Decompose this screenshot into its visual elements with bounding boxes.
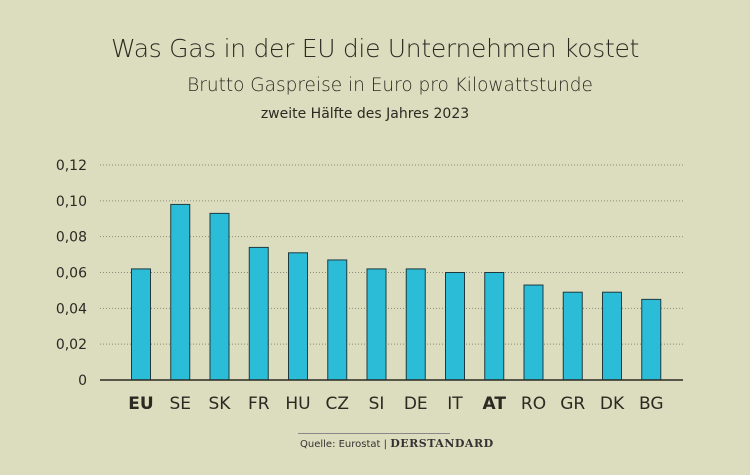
y-tick-label: 0,12 (56, 158, 87, 174)
x-tick-label: CZ (325, 394, 349, 414)
y-tick-label: 0,08 (56, 230, 87, 246)
x-tick-label: GR (560, 394, 585, 414)
bar (523, 284, 544, 381)
chart-subtitle: Brutto Gaspreise in Euro pro Kilowattstu… (187, 75, 593, 96)
x-tick-label: RO (521, 394, 546, 414)
source-label: Quelle: Eurostat (300, 439, 381, 450)
source-note: Quelle: Eurostat | DERSTANDARD (300, 437, 494, 450)
bar (484, 272, 505, 381)
y-tick-label: 0,02 (56, 337, 87, 353)
chart-title: Was Gas in der EU die Unternehmen kostet (110, 34, 640, 63)
bar (170, 203, 191, 381)
bar (209, 212, 230, 381)
bar (131, 268, 151, 381)
bar (602, 291, 622, 381)
x-tick-label: BG (639, 394, 664, 414)
x-tick-label: HU (285, 394, 310, 414)
bar (366, 268, 387, 381)
x-tick-label: DK (600, 394, 625, 414)
bar (248, 246, 269, 381)
y-tick-label: 0,10 (56, 194, 87, 210)
source-divider (298, 433, 450, 434)
x-tick-label: SK (209, 394, 232, 414)
bar (405, 268, 426, 381)
x-tick-label: SE (169, 394, 191, 414)
bar (562, 291, 583, 381)
bar (327, 259, 348, 381)
brand-logo: DERSTANDARD (390, 437, 494, 450)
y-tick-label: 0,06 (56, 266, 87, 282)
bar (445, 272, 465, 381)
x-tick-label: DE (404, 394, 428, 414)
x-tick-label: SI (369, 394, 385, 414)
x-tick-label: EU (128, 394, 153, 414)
x-tick-label: FR (248, 394, 270, 414)
x-tick-label: IT (447, 394, 463, 414)
y-tick-label: 0,04 (56, 301, 87, 317)
y-tick-label: 0 (78, 373, 87, 389)
bar (641, 298, 662, 381)
bar (288, 252, 308, 381)
x-tick-label: AT (483, 394, 507, 414)
chart-period: zweite Hälfte des Jahres 2023 (260, 106, 470, 122)
